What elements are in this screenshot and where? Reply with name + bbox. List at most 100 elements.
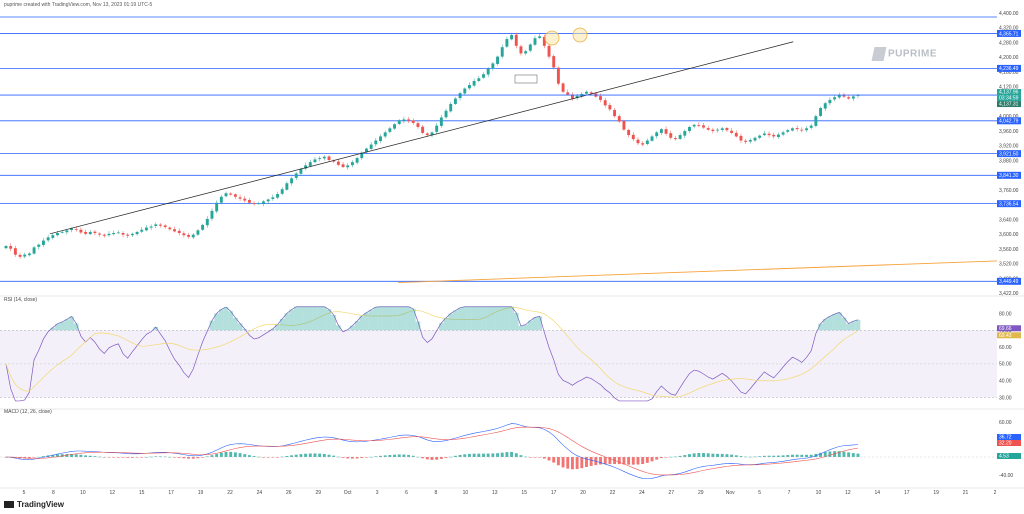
- candle: [425, 133, 429, 136]
- time-tick-label: 3: [376, 490, 379, 496]
- macd-tick-label: 60.00: [999, 420, 1012, 426]
- rsi-value-label: 69.43: [999, 333, 1012, 339]
- macd-histogram-bar: [360, 457, 364, 458]
- candle: [32, 247, 36, 254]
- candle: [664, 129, 668, 134]
- candle: [102, 234, 106, 236]
- candle: [842, 94, 846, 97]
- candle: [257, 203, 261, 205]
- time-tick-label: 26: [286, 490, 292, 496]
- candle: [336, 161, 340, 165]
- current-price-label: 03:34:59: [999, 96, 1019, 102]
- candle: [56, 233, 59, 236]
- macd-histogram-bar: [425, 457, 429, 460]
- macd-histogram-bar: [51, 454, 55, 457]
- macd-histogram-bar: [444, 457, 448, 458]
- candle: [552, 56, 556, 68]
- macd-histogram-bar: [678, 455, 682, 457]
- macd-histogram-bar: [332, 455, 336, 457]
- macd-histogram-bar: [318, 453, 322, 457]
- macd-histogram-bar: [247, 455, 251, 457]
- macd-value-label: 36.72: [999, 435, 1012, 441]
- candle: [411, 120, 415, 123]
- candle: [847, 97, 851, 99]
- candle: [252, 202, 256, 205]
- macd-histogram-bar: [823, 452, 827, 457]
- macd-histogram-bar: [421, 457, 425, 459]
- macd-histogram-bar: [767, 455, 771, 457]
- candle: [79, 229, 83, 233]
- macd-histogram-bar: [313, 453, 317, 457]
- macd-histogram-bar: [369, 456, 373, 458]
- price-tick-label: 4,400.00: [999, 11, 1019, 17]
- candle: [201, 224, 205, 230]
- candle: [18, 254, 22, 257]
- candle: [613, 109, 617, 117]
- macd-histogram-bar: [650, 457, 654, 462]
- candle: [781, 132, 785, 135]
- candle: [70, 228, 73, 231]
- macd-histogram-bar: [252, 456, 256, 457]
- candle: [196, 230, 200, 235]
- macd-histogram-bar: [299, 454, 303, 457]
- macd-histogram-bar: [135, 457, 139, 458]
- macd-histogram-bar: [664, 457, 668, 458]
- candle: [219, 196, 223, 203]
- macd-histogram-bar: [346, 457, 350, 459]
- candle: [313, 159, 317, 163]
- macd-histogram-bar: [734, 455, 738, 457]
- macd-histogram-bar: [645, 457, 649, 463]
- candle: [346, 165, 350, 168]
- candle: [744, 140, 748, 142]
- candle: [243, 198, 247, 201]
- macd-histogram-bar: [402, 454, 406, 457]
- macd-histogram-bar: [491, 453, 495, 457]
- level-price-tag: [997, 150, 1021, 158]
- candle: [93, 231, 97, 234]
- price-tick-label: 4,000.00: [999, 114, 1019, 120]
- candle: [191, 234, 195, 238]
- candle: [168, 227, 172, 230]
- tradingview-brand[interactable]: TradingView: [4, 500, 64, 509]
- time-tick-label: 8: [435, 490, 438, 496]
- candle: [678, 135, 682, 139]
- candle: [112, 233, 116, 235]
- macd-histogram-bar: [725, 454, 729, 457]
- candle: [280, 189, 284, 194]
- macd-histogram-bar: [308, 453, 312, 457]
- time-tick-label: 24: [257, 490, 263, 496]
- macd-histogram-bar: [772, 455, 776, 457]
- price-tick-label: 3,600.00: [999, 232, 1019, 238]
- price-tick-label: 3,920.00: [999, 144, 1019, 150]
- macd-histogram-bar: [781, 455, 785, 457]
- macd-histogram-bar: [280, 456, 284, 458]
- candle: [74, 228, 78, 230]
- time-tick-label: 6: [405, 490, 408, 496]
- candle: [631, 134, 635, 140]
- rsi-tick-label: 40.00: [999, 379, 1012, 385]
- candle: [819, 108, 823, 116]
- candle: [444, 110, 448, 118]
- candle: [318, 158, 322, 159]
- macd-histogram-bar: [88, 455, 92, 457]
- time-tick-label: 24: [639, 490, 645, 496]
- macd-histogram-bar: [636, 457, 640, 465]
- candle: [60, 231, 64, 233]
- candle: [758, 135, 762, 138]
- macd-histogram-bar: [608, 457, 612, 464]
- macd-histogram-bar: [341, 457, 345, 458]
- level-price-tag: [997, 29, 1021, 37]
- time-tick-label: 22: [227, 490, 233, 496]
- candle: [304, 165, 308, 169]
- macd-histogram-bar: [800, 454, 804, 457]
- candle: [187, 234, 191, 237]
- macd-histogram-bar: [842, 451, 846, 457]
- level-price-label: 4,365.71: [999, 31, 1019, 37]
- macd-histogram-bar: [500, 452, 504, 457]
- candle: [154, 224, 158, 226]
- broker-logo-text: PUPRIME: [888, 48, 938, 60]
- trend-line: [49, 41, 794, 235]
- macd-histogram-bar: [477, 453, 481, 457]
- time-tick-label: 22: [610, 490, 616, 496]
